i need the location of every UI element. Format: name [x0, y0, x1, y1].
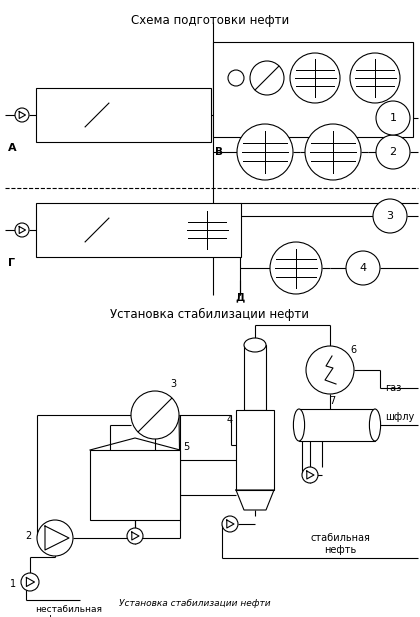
Bar [36, 203, 241, 257]
Text: В: В [215, 147, 223, 157]
Circle shape [15, 223, 29, 237]
Circle shape [37, 97, 73, 133]
Text: стабильная
нефть: стабильная нефть [310, 534, 370, 555]
Text: 2: 2 [389, 147, 396, 157]
Ellipse shape [370, 409, 381, 441]
Text: шфлу: шфлу [385, 412, 414, 422]
Ellipse shape [116, 212, 124, 248]
Circle shape [80, 213, 114, 247]
Bar [120, 97, 190, 133]
Text: газ: газ [385, 383, 402, 393]
Bar [299, 409, 375, 441]
Circle shape [15, 108, 29, 122]
Text: Установка стабилизации нефти: Установка стабилизации нефти [119, 599, 271, 608]
Text: Б: Б [215, 113, 223, 123]
Circle shape [270, 242, 322, 294]
Text: 3: 3 [170, 379, 176, 389]
Circle shape [346, 251, 380, 285]
Text: 6: 6 [350, 345, 356, 355]
Text: 1: 1 [389, 113, 396, 123]
Circle shape [37, 212, 73, 248]
Circle shape [237, 124, 293, 180]
Bar [236, 410, 274, 490]
Ellipse shape [116, 97, 124, 133]
Ellipse shape [294, 409, 304, 441]
Bar [36, 88, 211, 142]
Circle shape [302, 467, 318, 483]
Circle shape [373, 199, 407, 233]
Text: Г: Г [8, 258, 15, 268]
Ellipse shape [171, 212, 181, 248]
Text: 5: 5 [183, 442, 189, 452]
Circle shape [306, 346, 354, 394]
Circle shape [290, 53, 340, 103]
Bar [90, 450, 180, 520]
Circle shape [228, 70, 244, 86]
Text: Установка стабилизации нефти: Установка стабилизации нефти [110, 308, 310, 321]
Circle shape [350, 53, 400, 103]
Circle shape [80, 98, 114, 132]
Ellipse shape [186, 97, 194, 133]
Circle shape [127, 528, 143, 544]
Polygon shape [90, 438, 180, 450]
Text: 3: 3 [386, 211, 394, 221]
Text: нестабильная
нефть: нестабильная нефть [35, 605, 102, 617]
Bar [120, 212, 176, 248]
Circle shape [376, 101, 410, 135]
Text: Схема подготовки нефти: Схема подготовки нефти [131, 14, 289, 27]
Circle shape [21, 573, 39, 591]
Text: 4: 4 [227, 415, 233, 425]
Text: 7: 7 [329, 396, 335, 406]
Text: А: А [8, 143, 17, 153]
Text: Д: Д [235, 292, 244, 302]
Circle shape [222, 516, 238, 532]
Circle shape [182, 205, 232, 255]
Bar [213, 42, 413, 137]
Polygon shape [236, 490, 274, 510]
Circle shape [131, 391, 179, 439]
Text: 4: 4 [360, 263, 367, 273]
Text: 1: 1 [10, 579, 16, 589]
Circle shape [376, 135, 410, 169]
Circle shape [305, 124, 361, 180]
Text: 2: 2 [25, 531, 31, 541]
Ellipse shape [244, 338, 266, 352]
Circle shape [37, 520, 73, 556]
Circle shape [250, 61, 284, 95]
Bar [244, 345, 266, 410]
